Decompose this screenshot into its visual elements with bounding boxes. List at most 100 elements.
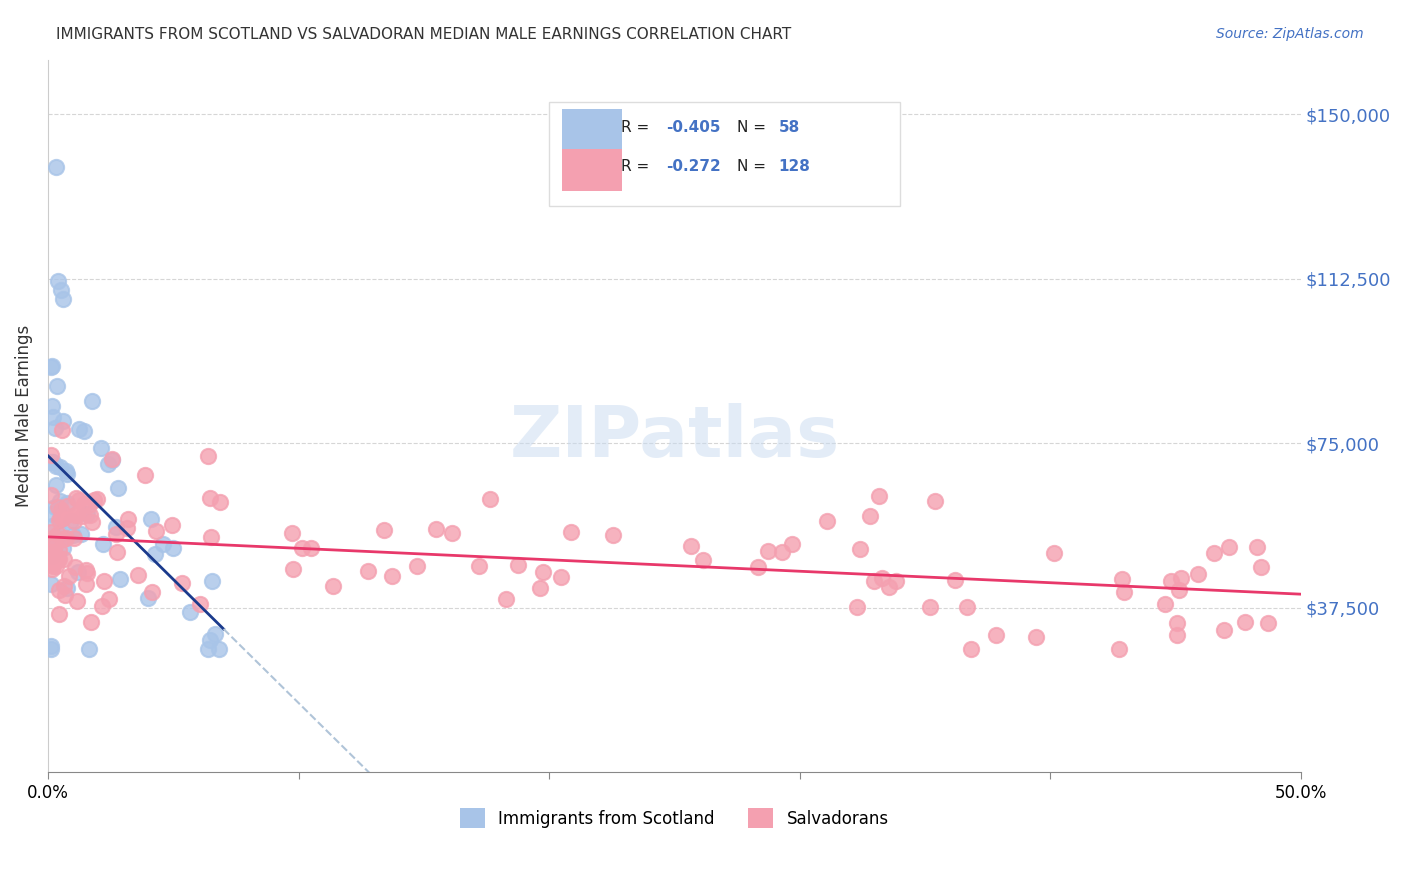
Point	[172, 576, 194, 591]
Point	[495, 591, 517, 606]
Point	[44, 552, 66, 566]
Point	[76, 566, 98, 580]
Point	[52, 578, 75, 592]
Point	[1112, 584, 1135, 599]
Point	[1234, 615, 1257, 629]
Point	[188, 597, 211, 611]
Point	[868, 489, 890, 503]
Text: R =: R =	[620, 120, 654, 135]
FancyBboxPatch shape	[550, 103, 900, 206]
Point	[877, 580, 900, 594]
Point	[39, 525, 62, 540]
Point	[943, 573, 966, 587]
Point	[1246, 541, 1268, 555]
Point	[48, 542, 70, 557]
Text: ZIPatlas: ZIPatlas	[509, 402, 839, 472]
Point	[179, 605, 201, 619]
Text: R =: R =	[620, 159, 654, 174]
Point	[108, 572, 131, 586]
Point	[160, 518, 183, 533]
Point	[67, 565, 90, 579]
Point	[1187, 567, 1209, 582]
Point	[602, 528, 624, 542]
Point	[1167, 582, 1189, 597]
Text: Source: ZipAtlas.com: Source: ZipAtlas.com	[1216, 27, 1364, 41]
Point	[204, 627, 226, 641]
Point	[49, 510, 72, 524]
Point	[1160, 574, 1182, 588]
Text: -0.405: -0.405	[665, 120, 720, 135]
Point	[46, 527, 69, 541]
Point	[67, 493, 90, 508]
Point	[49, 503, 72, 517]
Point	[91, 599, 114, 613]
Point	[45, 478, 67, 492]
Point	[52, 532, 75, 546]
Point	[200, 530, 222, 544]
Point	[98, 592, 121, 607]
Text: IMMIGRANTS FROM SCOTLAND VS SALVADORAN MEDIAN MALE EARNINGS CORRELATION CHART: IMMIGRANTS FROM SCOTLAND VS SALVADORAN M…	[56, 27, 792, 42]
Point	[406, 559, 429, 574]
Point	[1025, 630, 1047, 644]
Point	[45, 558, 67, 573]
Point	[468, 558, 491, 573]
Point	[42, 531, 65, 545]
Point	[201, 574, 224, 588]
Point	[49, 460, 72, 475]
Point	[48, 513, 70, 527]
Point	[550, 570, 572, 584]
Point	[42, 455, 65, 469]
Point	[65, 560, 87, 574]
Point	[39, 360, 62, 375]
Point	[848, 541, 870, 556]
Point	[1170, 571, 1192, 585]
Point	[381, 569, 404, 583]
Point	[66, 508, 89, 522]
Point	[373, 523, 395, 537]
Point	[39, 545, 62, 559]
Point	[55, 531, 77, 545]
Point	[1166, 628, 1188, 642]
Point	[780, 537, 803, 551]
Point	[115, 520, 138, 534]
Point	[65, 594, 87, 608]
Point	[56, 581, 79, 595]
Point	[44, 421, 66, 435]
Point	[51, 423, 73, 437]
Point	[747, 559, 769, 574]
Point	[53, 588, 76, 602]
Y-axis label: Median Male Earnings: Median Male Earnings	[15, 325, 32, 507]
Point	[46, 274, 69, 288]
Point	[104, 520, 127, 534]
Point	[39, 488, 62, 502]
Point	[1212, 623, 1234, 637]
Point	[197, 642, 219, 657]
Point	[52, 511, 75, 525]
Point	[107, 481, 129, 495]
Point	[41, 508, 63, 522]
Point	[97, 457, 120, 471]
Point	[117, 512, 139, 526]
Point	[49, 494, 72, 508]
Point	[770, 545, 793, 559]
Text: N =: N =	[737, 159, 770, 174]
Point	[77, 499, 100, 513]
Point	[86, 492, 108, 507]
Point	[884, 574, 907, 588]
Point	[58, 568, 80, 582]
Point	[48, 552, 70, 566]
Point	[93, 574, 115, 589]
Point	[1204, 546, 1226, 560]
Point	[105, 527, 128, 541]
Point	[1257, 615, 1279, 630]
Point	[141, 512, 163, 526]
Point	[39, 576, 62, 591]
Point	[145, 524, 167, 538]
Point	[44, 537, 66, 551]
Legend: Immigrants from Scotland, Salvadorans: Immigrants from Scotland, Salvadorans	[454, 801, 896, 835]
Point	[55, 467, 77, 482]
Point	[208, 642, 231, 657]
Point	[65, 491, 87, 506]
Point	[280, 526, 302, 541]
Point	[76, 507, 98, 521]
